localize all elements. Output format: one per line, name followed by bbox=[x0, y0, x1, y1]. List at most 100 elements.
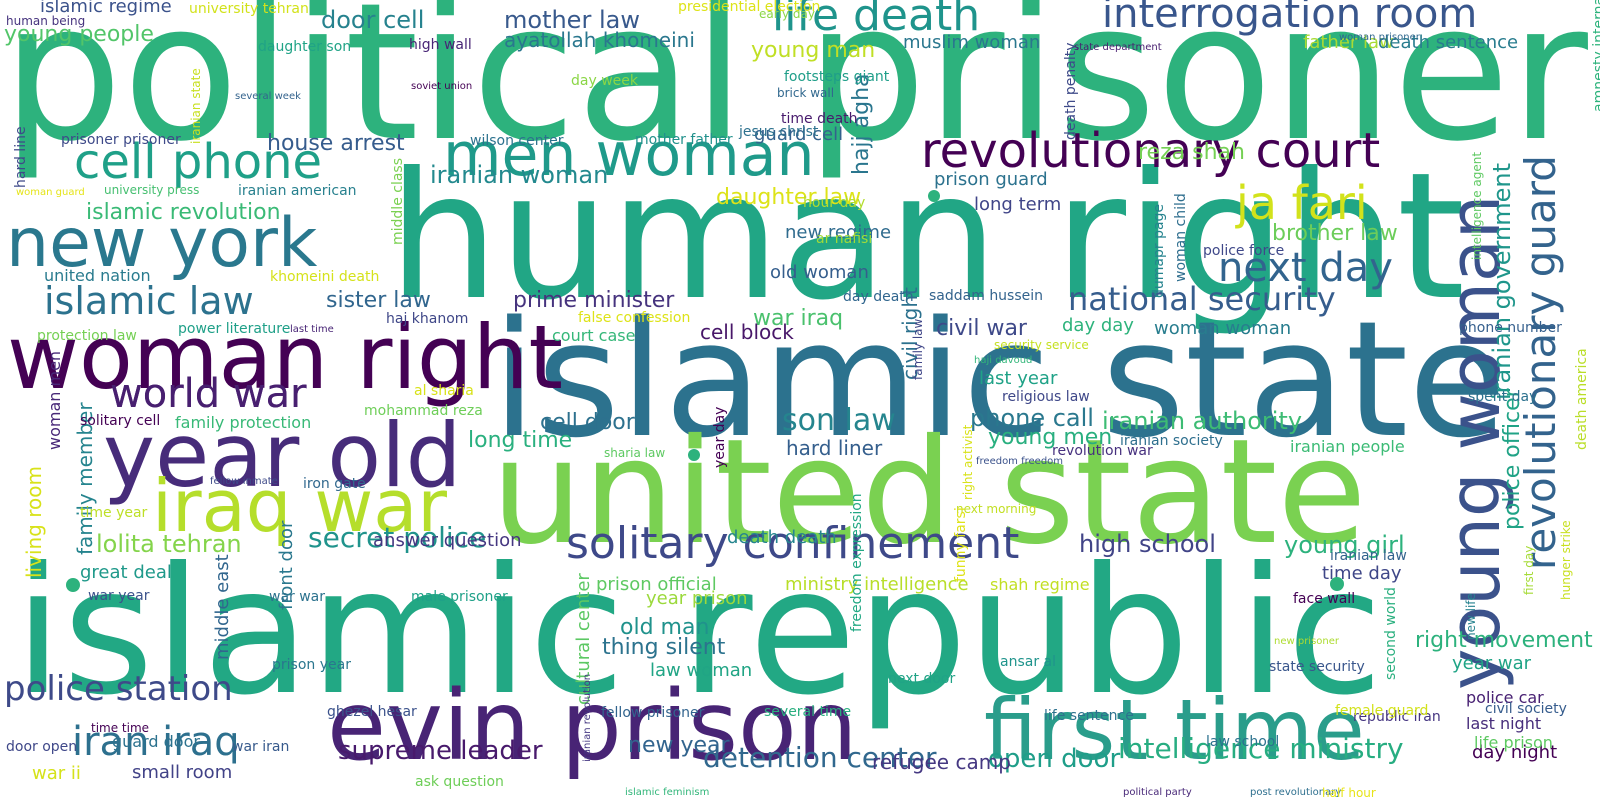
cloud-word: state security bbox=[1269, 659, 1365, 675]
cloud-word: state department bbox=[1074, 42, 1162, 53]
cloud-word: woman right bbox=[7, 306, 563, 409]
cloud-word: ayatollah khomeini bbox=[504, 28, 695, 52]
cloud-word: next door bbox=[888, 671, 956, 687]
cloud-word: ar nafisi bbox=[816, 231, 873, 247]
cloud-word: haj khanom bbox=[386, 311, 469, 327]
cloud-word: prison official bbox=[596, 574, 717, 595]
cloud-word: wilson center bbox=[470, 133, 564, 149]
cloud-word: iran iraq bbox=[72, 719, 240, 765]
decorative-dot bbox=[688, 449, 700, 461]
cloud-word: iron gate bbox=[303, 476, 366, 492]
cloud-word: fellow inmate bbox=[210, 476, 278, 487]
cloud-word: new life bbox=[1464, 593, 1478, 640]
cloud-word: police car bbox=[1466, 688, 1544, 707]
cloud-word: woman men bbox=[45, 350, 64, 450]
cloud-word: war iraq bbox=[753, 306, 844, 331]
cloud-word: young man bbox=[751, 38, 876, 63]
cloud-word: united state bbox=[491, 408, 1367, 577]
cloud-word: male prisoner bbox=[411, 589, 508, 605]
cloud-word: young people bbox=[4, 22, 154, 47]
cloud-word: footsteps giant bbox=[784, 69, 890, 85]
cloud-word: solitary confinement bbox=[566, 518, 1020, 569]
cloud-word: time time bbox=[91, 721, 150, 735]
cloud-word: small room bbox=[132, 762, 233, 783]
cloud-word: ja fari bbox=[1236, 176, 1368, 230]
cloud-word: republic iran bbox=[1353, 709, 1441, 725]
cloud-word: woman prisoner bbox=[1339, 32, 1420, 43]
cloud-word: father law bbox=[1303, 32, 1394, 53]
cloud-word: year old bbox=[103, 404, 462, 507]
cloud-word: revolutionary court bbox=[921, 123, 1381, 179]
cloud-word: cell block bbox=[700, 320, 794, 344]
cloud-word: revolutionary guard bbox=[1516, 155, 1565, 570]
cloud-word: law woman bbox=[650, 660, 753, 681]
cloud-word: prime minister bbox=[513, 288, 675, 313]
cloud-word: islamic revolution bbox=[86, 200, 281, 225]
cloud-word: second world bbox=[1383, 587, 1399, 680]
cloud-word: hard line bbox=[13, 126, 29, 188]
cloud-word: national security bbox=[1068, 280, 1336, 318]
cloud-word: presidential election bbox=[678, 0, 821, 15]
cloud-word: soviet union bbox=[411, 81, 473, 92]
cloud-word: war iran bbox=[232, 739, 290, 755]
cloud-word: door cell bbox=[321, 6, 425, 34]
cloud-word: family law bbox=[911, 318, 925, 380]
cloud-word: long time bbox=[468, 428, 573, 453]
decorative-dot bbox=[66, 578, 80, 592]
cloud-word: spent day bbox=[1468, 389, 1538, 405]
cloud-word: next morning bbox=[956, 502, 1037, 516]
cloud-word: human being bbox=[6, 14, 86, 28]
cloud-word: phone call bbox=[970, 404, 1094, 432]
cloud-word: first day bbox=[1522, 545, 1536, 595]
cloud-word: death america bbox=[1574, 348, 1590, 450]
cloud-word: living room bbox=[22, 466, 46, 578]
cloud-word: death death bbox=[727, 527, 837, 548]
cloud-word: day death bbox=[843, 289, 914, 305]
cloud-word: son law bbox=[782, 403, 896, 438]
cloud-word: iranian society bbox=[1120, 433, 1223, 449]
cloud-word: war year bbox=[88, 588, 150, 604]
cloud-word: daughter son bbox=[258, 39, 352, 55]
cloud-word: hunger strike bbox=[1559, 520, 1573, 600]
cloud-word: old man bbox=[620, 615, 710, 640]
cloud-word: funny farsi bbox=[953, 507, 969, 582]
cloud-word: year prison bbox=[646, 588, 748, 609]
cloud-word: early day bbox=[759, 7, 815, 21]
cloud-word: jesus christ bbox=[739, 124, 819, 140]
cloud-word: human right bbox=[388, 136, 1466, 339]
cloud-word: dumapr page bbox=[1151, 203, 1167, 298]
cloud-word: old woman bbox=[770, 262, 869, 283]
cloud-word: shah regime bbox=[990, 575, 1090, 594]
cloud-word: saddam hussein bbox=[929, 288, 1044, 304]
cloud-word: mohammad reza bbox=[364, 403, 483, 419]
cloud-word: high school bbox=[1079, 530, 1216, 558]
cloud-word: cell phone bbox=[74, 134, 323, 190]
cloud-word: high wall bbox=[409, 37, 472, 53]
cloud-word: secret police bbox=[308, 521, 487, 554]
cloud-word: middle class bbox=[390, 157, 406, 245]
cloud-word: brother law bbox=[1272, 221, 1398, 246]
cloud-word: iranian american bbox=[238, 183, 357, 199]
cloud-word: hour day bbox=[803, 195, 866, 211]
cloud-word: iranian woman bbox=[430, 161, 609, 189]
cloud-word: new york bbox=[6, 204, 318, 283]
cloud-word: prison guard bbox=[934, 169, 1048, 190]
cloud-word: refugee camp bbox=[872, 750, 1011, 774]
cloud-word: world war bbox=[110, 371, 307, 417]
cloud-word: new regime bbox=[785, 222, 892, 243]
cloud-word: interrogation room bbox=[1102, 0, 1478, 37]
cloud-word: evin prison bbox=[327, 670, 858, 782]
cloud-word: last time bbox=[290, 324, 334, 335]
cloud-word: prisoner prisoner bbox=[61, 132, 181, 148]
cloud-word: new year bbox=[628, 733, 730, 758]
cloud-word: iranian people bbox=[1290, 437, 1405, 456]
cloud-word: time year bbox=[80, 505, 148, 521]
cloud-word: court case bbox=[552, 326, 636, 345]
cloud-word: answer question bbox=[373, 530, 522, 551]
cloud-word: first time bbox=[984, 681, 1365, 779]
cloud-word: prison year bbox=[272, 657, 351, 673]
cloud-word: right movement bbox=[1415, 628, 1593, 653]
cloud-word: face wall bbox=[1293, 591, 1356, 607]
cloud-word: several week bbox=[235, 91, 301, 102]
cloud-word: great deal bbox=[80, 562, 172, 583]
